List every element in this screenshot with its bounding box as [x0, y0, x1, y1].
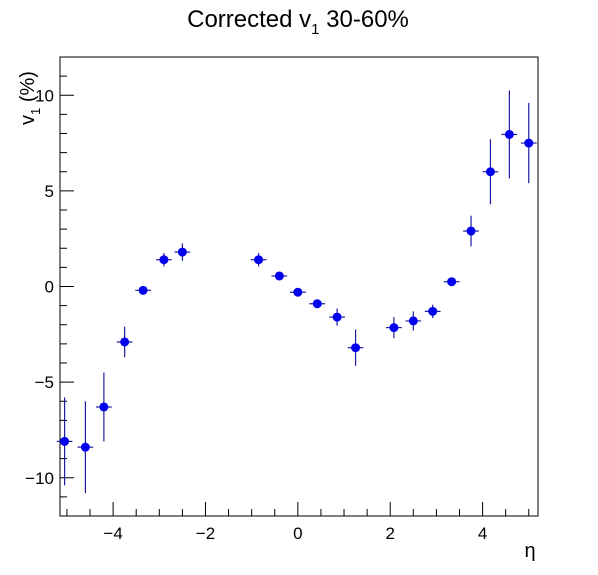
- marker: [177, 247, 187, 257]
- data-point: [271, 271, 288, 281]
- data-point: [482, 139, 499, 205]
- data-point: [347, 329, 364, 366]
- x-tick-label: 4: [478, 524, 487, 543]
- marker: [99, 402, 109, 412]
- y-tick-label: 10: [35, 86, 54, 105]
- marker: [351, 343, 361, 353]
- svg-text:v1 (%): v1 (%): [17, 71, 43, 125]
- marker: [447, 277, 457, 287]
- y-tick-label: 0: [45, 278, 54, 297]
- plot-frame: [59, 56, 539, 517]
- marker: [485, 167, 495, 177]
- marker: [120, 337, 130, 347]
- y-tick-label: 5: [45, 182, 54, 201]
- title-rest: 30-60%: [320, 6, 409, 33]
- title-sub: 1: [311, 21, 319, 38]
- x-tick-label: −4: [103, 524, 122, 543]
- data-point: [329, 308, 345, 326]
- data-point: [77, 401, 94, 494]
- data-point: [96, 372, 112, 442]
- marker: [428, 306, 438, 316]
- data-point: [386, 317, 402, 339]
- marker: [80, 442, 90, 452]
- marker: [159, 255, 169, 265]
- data-point: [156, 253, 172, 267]
- y-axis: −10 −5 0 5 10: [25, 56, 74, 517]
- marker: [389, 323, 399, 333]
- data-point: [424, 304, 441, 319]
- data-point: [463, 215, 479, 247]
- marker: [524, 138, 534, 148]
- data-points: [56, 90, 537, 494]
- marker: [293, 287, 303, 297]
- data-point: [289, 287, 306, 297]
- data-point: [135, 285, 151, 295]
- title-main: Corrected v: [187, 6, 311, 33]
- y-tick-label: −10: [25, 469, 54, 488]
- data-point: [309, 299, 326, 309]
- data-point: [405, 311, 422, 331]
- svg-text:Corrected v1 30-60%: Corrected v1 30-60%: [187, 6, 409, 38]
- marker: [312, 299, 322, 309]
- marker: [254, 255, 264, 265]
- x-tick-label: 2: [385, 524, 394, 543]
- marker: [332, 312, 342, 322]
- data-point: [56, 397, 73, 486]
- x-tick-label: 0: [293, 524, 302, 543]
- data-point: [250, 253, 267, 267]
- data-point: [116, 326, 133, 358]
- data-point: [443, 277, 460, 287]
- marker: [408, 316, 418, 326]
- x-tick-label: −2: [196, 524, 215, 543]
- chart-title: Corrected v1 30-60%: [187, 6, 409, 38]
- y-tick-label: −5: [35, 373, 54, 392]
- data-point: [520, 102, 537, 184]
- marker: [504, 129, 514, 139]
- y-axis-label: v1 (%): [17, 71, 43, 125]
- x-axis-label: η: [524, 540, 535, 562]
- marker: [138, 285, 148, 295]
- marker: [60, 436, 70, 446]
- marker: [466, 226, 476, 236]
- marker: [274, 271, 284, 281]
- x-axis: −4 −2 0 2 4: [66, 502, 530, 543]
- data-point: [174, 243, 191, 261]
- data-point: [501, 90, 518, 179]
